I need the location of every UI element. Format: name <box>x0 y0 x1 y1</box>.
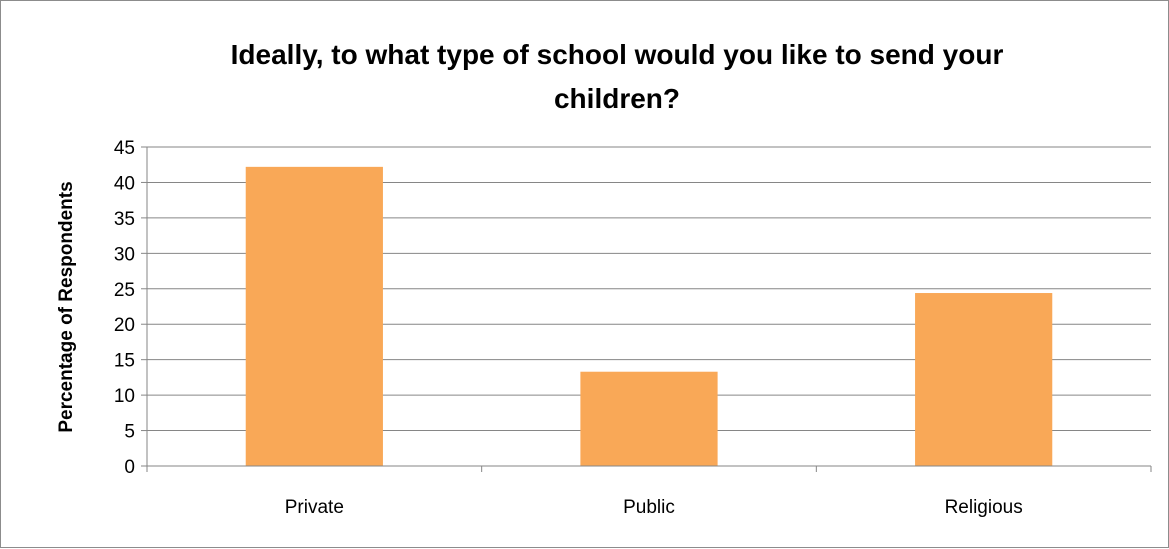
x-tick-label-private: Private <box>285 497 344 518</box>
y-tick-label: 35 <box>114 209 135 230</box>
y-tick-label: 0 <box>124 457 135 478</box>
bar-private <box>245 166 383 467</box>
y-tick-labels: 0 5 10 15 20 25 30 35 40 45 <box>114 138 147 478</box>
y-tick-label: 45 <box>114 138 135 159</box>
x-tick-label-public: Public <box>623 497 675 518</box>
bars <box>245 166 1053 467</box>
y-axis-title: Percentage of Respondents <box>56 181 77 432</box>
x-tick-labels: Private Public Religious <box>285 497 1023 518</box>
x-tick-label-religious: Religious <box>945 497 1023 518</box>
chart-title-line-1: Ideally, to what type of school would yo… <box>231 39 1004 70</box>
y-tick-label: 30 <box>114 244 135 265</box>
axes <box>146 147 1152 472</box>
y-tick-label: 15 <box>114 351 135 372</box>
chart-title-line-2: children? <box>554 83 680 114</box>
y-tick-label: 5 <box>124 422 135 443</box>
y-tick-label: 40 <box>114 173 135 194</box>
y-tick-label: 25 <box>114 280 135 301</box>
bar-religious <box>915 293 1053 466</box>
y-tick-label: 20 <box>114 315 135 336</box>
bar-public <box>580 371 718 466</box>
y-tick-label: 10 <box>114 386 135 407</box>
